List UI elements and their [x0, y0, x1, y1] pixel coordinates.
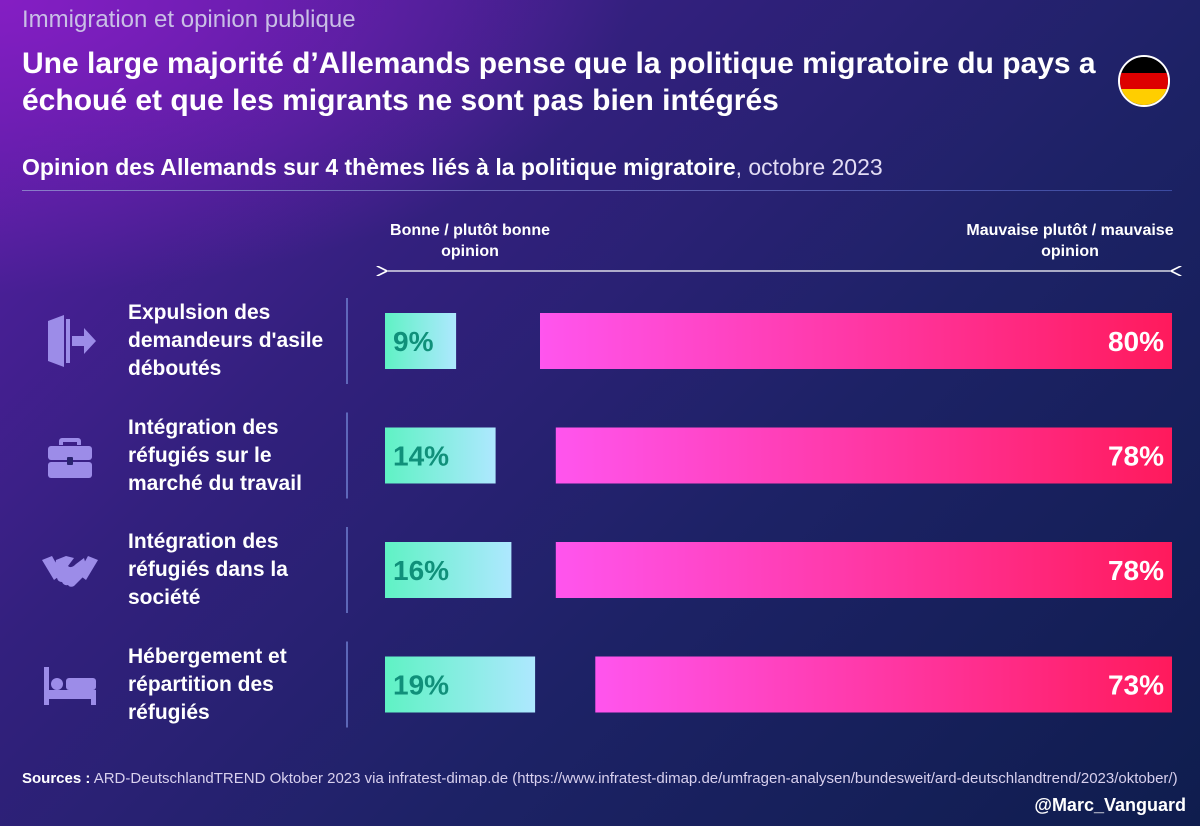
bed-icon [38, 653, 102, 717]
sources: Sources : ARD-DeutschlandTREND Oktober 2… [22, 768, 1182, 789]
bar-good-label: 14% [393, 441, 449, 472]
bar-bad [555, 427, 1172, 484]
chart-title: Une large majorité d’Allemands pense que… [22, 47, 1096, 117]
bar-bad-label: 73% [1108, 670, 1164, 701]
bar-good-label: 19% [393, 670, 449, 701]
bar-good [385, 656, 536, 713]
sources-label: Sources : [22, 770, 91, 787]
bar-good [385, 313, 457, 369]
handshake-icon [38, 538, 102, 602]
category-label: Intégration des réfugiés sur le marché d… [128, 415, 302, 495]
sources-text: ARD-DeutschlandTREND Oktober 2023 via in… [90, 770, 1178, 787]
exit-door-icon [38, 309, 102, 373]
author-handle: @Marc_Vanguard [1034, 795, 1186, 815]
bar-good-label: 16% [393, 555, 449, 586]
bar-bad-label: 78% [1108, 441, 1164, 472]
bar-bad [555, 542, 1172, 598]
title-divider [22, 190, 1172, 191]
category-label: Hébergement et répartition des réfugiés [128, 644, 287, 724]
chart-subtitle: Opinion des Allemands sur 4 thèmes liés … [22, 154, 883, 181]
briefcase-icon [38, 424, 102, 488]
bars-layer: 9% 80% 14% 78% 16% 78% 19% 73% [346, 298, 1172, 728]
category-label: Expulsion des demandeurs d'asile débouté… [128, 301, 324, 380]
bar-good-label: 9% [393, 326, 434, 357]
germany-flag-icon [1118, 55, 1170, 107]
legend-bad: Mauvaise plutôt / mauvaise opinion [966, 222, 1174, 260]
subtitle-date: , octobre 2023 [735, 154, 883, 180]
bar-bad [595, 656, 1172, 713]
bar-good [385, 542, 512, 598]
kicker: Immigration et opinion publique [22, 6, 356, 33]
bar-bad-label: 78% [1108, 555, 1164, 586]
legend-good: Bonne / plutôt bonne opinion [390, 222, 550, 260]
subtitle-text: Opinion des Allemands sur 4 thèmes liés … [22, 154, 736, 180]
category-label: Intégration des réfugiés dans la société [128, 530, 288, 609]
bar-bad-label: 80% [1108, 326, 1164, 357]
bar-good [385, 427, 496, 484]
bar-bad [540, 313, 1172, 369]
